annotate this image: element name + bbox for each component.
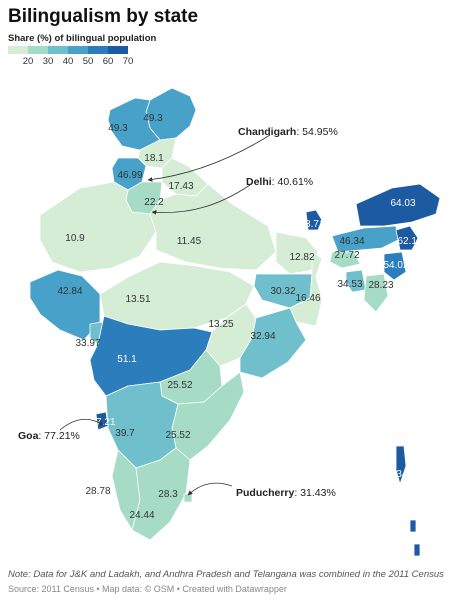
region-value-dadra-daman-diu: 33.97 (75, 338, 100, 349)
legend-swatch (28, 46, 48, 54)
region-sikkim[interactable] (305, 209, 323, 231)
region-uttar-pradesh[interactable] (149, 183, 277, 271)
chandigarh-callout-name: Chandigarh (238, 126, 297, 138)
region-value-himachal-pradesh: 18.1 (144, 153, 164, 164)
delhi-callout-name: Delhi (246, 176, 272, 188)
goa-callout-value: : 77.21% (38, 430, 80, 442)
region-andaman-nicobar[interactable] (395, 445, 421, 557)
legend-swatch (108, 46, 128, 54)
region-value-ladakh: 49.3 (143, 113, 163, 124)
region-value-karnataka: 39.7 (115, 428, 135, 439)
legend-tick-label: 40 (62, 56, 74, 67)
region-meghalaya[interactable] (329, 251, 361, 269)
region-value-haryana: 22.2 (144, 197, 164, 208)
region-value-punjab: 46.99 (117, 170, 142, 181)
delhi-callout: Delhi: 40.61% (246, 176, 313, 188)
region-arunachal-pradesh[interactable] (355, 183, 441, 227)
source-line: Source: 2011 Census • Map data: © OSM • … (8, 584, 287, 594)
goa-arrow (59, 418, 104, 431)
legend-swatch (8, 46, 28, 54)
chandigarh-callout-value: : 54.95% (296, 126, 338, 138)
region-value-uttarakhand: 17.43 (168, 181, 193, 192)
region-value-madhya-pradesh: 13.51 (125, 294, 150, 305)
region-mizoram[interactable] (363, 273, 389, 313)
delhi-arrow (151, 184, 251, 215)
legend-swatch (48, 46, 68, 54)
region-tamil-nadu[interactable] (131, 447, 191, 541)
region-west-bengal[interactable] (289, 251, 323, 327)
puducherry-arrow (187, 482, 233, 496)
region-value-maharashtra: 51.1 (117, 354, 137, 365)
region-value-rajasthan: 10.9 (65, 233, 85, 244)
region-value-arunachal-pradesh: 64.03 (390, 198, 415, 209)
legend-swatch (88, 46, 108, 54)
legend-title: Share (%) of bilingual population (8, 33, 157, 44)
legend-swatch (68, 46, 88, 54)
region-value-chhattisgarh: 13.25 (208, 319, 233, 330)
region-value-tripura: 34.53 (337, 279, 362, 290)
legend-color-scale (8, 46, 128, 54)
legend-tick-label: 30 (42, 56, 54, 67)
region-value-meghalaya: 27.72 (334, 250, 359, 261)
region-odisha[interactable] (239, 307, 307, 379)
goa-callout-name: Goa (18, 430, 39, 442)
region-puducherry[interactable] (183, 493, 193, 503)
puducherry-callout-value: : 31.43% (294, 487, 336, 499)
map-title: Bilingualism by state (8, 6, 199, 27)
region-gujarat[interactable] (29, 269, 101, 341)
delhi-callout-value: : 40.61% (271, 176, 314, 188)
chandigarh-callout: Chandigarh: 54.95% (238, 126, 338, 138)
region-value-uttar-pradesh: 11.45 (177, 236, 202, 247)
legend-tick-label: 50 (82, 56, 94, 67)
puducherry-callout-name: Puducherry (236, 487, 295, 499)
region-value-tamil-nadu: 24.44 (129, 510, 154, 521)
region-nagaland[interactable] (395, 225, 419, 251)
region-manipur[interactable] (383, 251, 407, 281)
region-value-mizoram: 28.23 (368, 280, 393, 291)
region-value-manipur: 54.02 (383, 260, 408, 271)
goa-callout: Goa: 77.21% (18, 430, 80, 442)
region-value-andaman-nicobar: 67.34 (382, 469, 407, 480)
region-value-odisha: 32.94 (250, 331, 275, 342)
region-value-bihar: 12.82 (289, 252, 314, 263)
color-legend: 20 30 40 50 60 70 (8, 46, 134, 68)
region-karnataka[interactable] (105, 381, 179, 469)
region-value-puducherry: 28.3 (158, 489, 178, 500)
chandigarh-arrow (147, 134, 271, 182)
region-value-kerala: 28.78 (85, 486, 110, 497)
region-tripura[interactable] (345, 269, 367, 293)
region-value-nagaland: 62.15 (397, 236, 422, 247)
region-value-west-bengal: 16.46 (295, 293, 320, 304)
legend-tick-label: 70 (122, 56, 134, 67)
region-value-goa: 77.21 (90, 417, 115, 428)
legend-ticks: 20 30 40 50 60 70 (8, 54, 134, 68)
region-value-gujarat: 42.84 (57, 286, 82, 297)
region-value-andhra-pradesh: 25.52 (165, 430, 190, 441)
region-value-assam: 46.34 (339, 236, 364, 247)
region-value-telangana: 25.52 (167, 380, 192, 391)
legend-tick-label: 60 (102, 56, 114, 67)
puducherry-callout: Puducherry: 31.43% (236, 487, 336, 499)
region-value-sikkim: 63.71 (299, 219, 324, 230)
footnote: Note: Data for J&K and Ladakh, and Andhr… (8, 569, 444, 580)
legend-tick-label: 20 (22, 56, 34, 67)
region-value-jammu-kashmir: 49.3 (108, 123, 128, 134)
region-value-jharkhand: 30.32 (270, 286, 295, 297)
